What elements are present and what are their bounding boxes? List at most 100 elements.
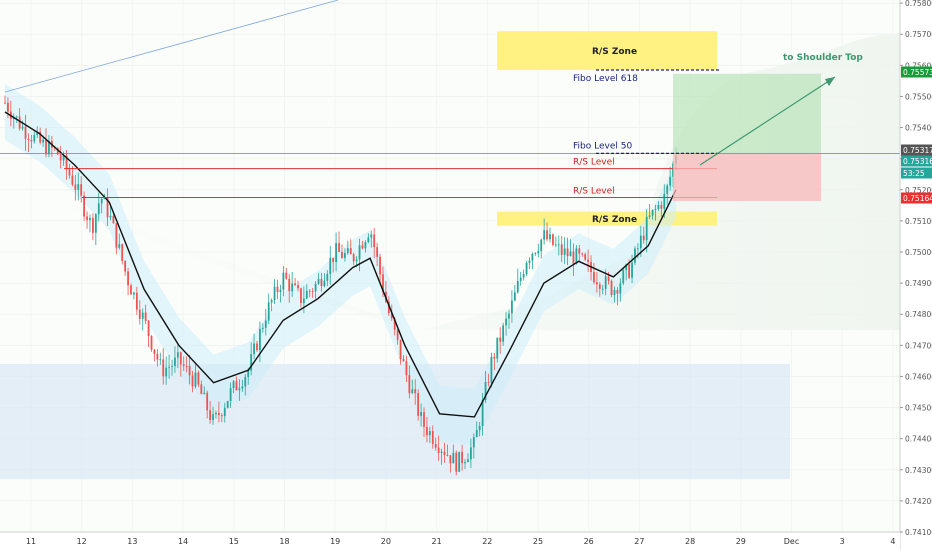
candle-body[interactable]: [341, 252, 343, 258]
candle-body[interactable]: [197, 372, 200, 385]
candle-body[interactable]: [250, 354, 253, 371]
candle-body[interactable]: [194, 372, 197, 387]
candle-body[interactable]: [525, 262, 528, 275]
candle-body[interactable]: [300, 288, 302, 304]
candle-body[interactable]: [657, 204, 660, 209]
candle-body[interactable]: [651, 209, 654, 216]
candle-body[interactable]: [346, 248, 349, 254]
candle-body[interactable]: [241, 386, 244, 389]
candle-body[interactable]: [100, 198, 103, 204]
position-tool[interactable]: [673, 73, 821, 201]
candle-body[interactable]: [645, 216, 648, 241]
candle-body[interactable]: [191, 375, 194, 387]
candle-body[interactable]: [308, 290, 311, 292]
candle-body[interactable]: [288, 278, 291, 292]
candle-body[interactable]: [537, 251, 540, 254]
candle-body[interactable]: [631, 262, 633, 278]
candle-body[interactable]: [267, 302, 270, 321]
candle-body[interactable]: [68, 169, 71, 176]
candle-body[interactable]: [215, 412, 217, 415]
candle-body[interactable]: [65, 155, 68, 170]
candle-body[interactable]: [437, 447, 440, 453]
candle-body[interactable]: [109, 215, 112, 218]
candle-body[interactable]: [446, 455, 449, 456]
candle-body[interactable]: [127, 271, 129, 286]
candle-body[interactable]: [115, 223, 118, 248]
levels-layer[interactable]: R/S Level R/S Level: [0, 0, 900, 199]
candle-body[interactable]: [314, 283, 317, 292]
candle-body[interactable]: [610, 280, 613, 296]
candle-body[interactable]: [162, 359, 165, 377]
stop-area[interactable]: [673, 153, 821, 201]
candle-body[interactable]: [367, 237, 370, 243]
candle-body[interactable]: [153, 349, 156, 354]
candle-body[interactable]: [130, 285, 132, 295]
candle-body[interactable]: [563, 248, 566, 255]
candle-body[interactable]: [332, 257, 335, 262]
candle-body[interactable]: [291, 283, 294, 292]
candle-body[interactable]: [305, 290, 308, 299]
candle-body[interactable]: [141, 312, 144, 319]
candle-body[interactable]: [382, 274, 384, 292]
candle-body[interactable]: [411, 389, 414, 394]
candle-body[interactable]: [261, 327, 264, 329]
candle-body[interactable]: [607, 276, 610, 281]
candle-body[interactable]: [601, 288, 604, 290]
candle-body[interactable]: [475, 430, 478, 438]
price-tag[interactable]: [901, 167, 932, 179]
candle-body[interactable]: [461, 451, 464, 464]
candle-body[interactable]: [467, 459, 469, 463]
candle-body[interactable]: [39, 131, 42, 143]
candle-body[interactable]: [59, 154, 62, 161]
candle-body[interactable]: [311, 291, 314, 292]
candle-body[interactable]: [253, 343, 255, 355]
candle-body[interactable]: [379, 256, 381, 275]
candle-body[interactable]: [74, 184, 77, 190]
candle-body[interactable]: [124, 260, 127, 272]
trend-line[interactable]: [4, 0, 339, 93]
candle-body[interactable]: [244, 376, 247, 387]
candle-body[interactable]: [144, 312, 147, 321]
candle-body[interactable]: [455, 452, 458, 472]
candle-body[interactable]: [264, 320, 267, 328]
rs-zone[interactable]: [497, 31, 717, 70]
candle-body[interactable]: [80, 184, 83, 196]
candle-body[interactable]: [666, 185, 669, 194]
candle-body[interactable]: [660, 204, 663, 209]
candle-body[interactable]: [408, 375, 411, 394]
candle-body[interactable]: [595, 282, 598, 285]
candle-body[interactable]: [575, 248, 578, 264]
target-area[interactable]: [673, 73, 821, 154]
candle-body[interactable]: [270, 299, 273, 303]
candle-body[interactable]: [502, 325, 505, 342]
candle-body[interactable]: [56, 148, 59, 155]
candle-body[interactable]: [135, 292, 138, 310]
candle-body[interactable]: [317, 278, 320, 284]
candle-body[interactable]: [150, 335, 153, 350]
candle-body[interactable]: [62, 155, 65, 161]
time-axis[interactable]: 11 12 13 14 15 18 19 20 21 22 25 26 27 28 29 Dec 3 4: [0, 531, 900, 550]
candle-body[interactable]: [487, 382, 490, 383]
candle-body[interactable]: [118, 244, 121, 248]
candle-body[interactable]: [469, 447, 472, 460]
candle-body[interactable]: [619, 283, 622, 294]
candle-body[interactable]: [581, 253, 584, 255]
candle-body[interactable]: [654, 208, 657, 210]
candle-body[interactable]: [508, 313, 510, 319]
candle-body[interactable]: [616, 289, 619, 294]
candle-body[interactable]: [593, 272, 595, 283]
candle-body[interactable]: [358, 245, 361, 260]
candle-body[interactable]: [30, 140, 33, 142]
candle-body[interactable]: [188, 366, 191, 376]
candle-body[interactable]: [232, 381, 235, 389]
candle-body[interactable]: [560, 244, 563, 255]
candle-body[interactable]: [165, 367, 168, 377]
candle-body[interactable]: [417, 393, 420, 416]
candle-body[interactable]: [458, 451, 461, 472]
demand-zone[interactable]: [0, 364, 790, 480]
candle-body[interactable]: [92, 217, 94, 233]
candle-body[interactable]: [147, 320, 150, 336]
candle-body[interactable]: [628, 264, 631, 278]
